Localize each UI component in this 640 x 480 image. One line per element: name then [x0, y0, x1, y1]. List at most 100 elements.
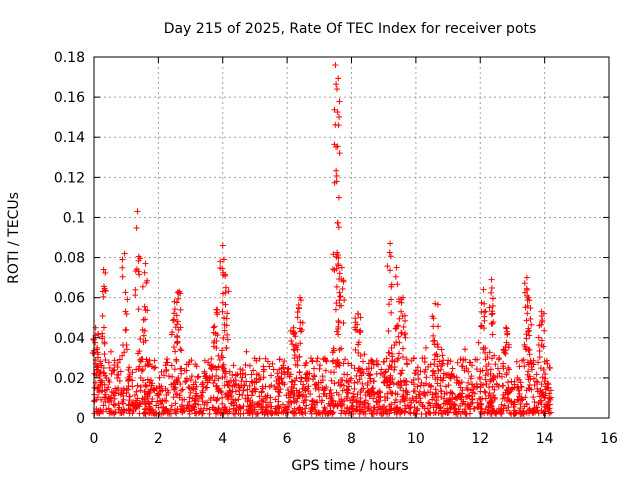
- data-point: [422, 344, 429, 351]
- data-point: [316, 365, 323, 372]
- data-point: [446, 395, 453, 402]
- data-point: [163, 368, 170, 375]
- data-point: [375, 394, 382, 401]
- data-point: [125, 375, 132, 382]
- data-point: [143, 356, 150, 363]
- y-tick-label: 0.14: [54, 130, 85, 146]
- data-point: [110, 401, 117, 408]
- data-point: [260, 374, 267, 381]
- data-point: [210, 380, 217, 387]
- data-point: [455, 408, 462, 415]
- data-point: [96, 410, 103, 417]
- data-point: [370, 361, 377, 368]
- data-point: [141, 389, 148, 396]
- data-point: [530, 394, 537, 401]
- data-point: [174, 379, 181, 386]
- data-point: [426, 400, 433, 407]
- data-point: [546, 410, 553, 417]
- data-point: [233, 406, 240, 413]
- data-point: [242, 371, 249, 378]
- data-point: [201, 401, 208, 408]
- data-point: [546, 390, 553, 397]
- data-point: [160, 372, 167, 379]
- data-point: [178, 365, 185, 372]
- data-point: [417, 368, 424, 375]
- data-point: [260, 396, 267, 403]
- data-point: [464, 402, 471, 409]
- data-point: [310, 365, 317, 372]
- data-point: [526, 405, 533, 412]
- data-point: [208, 355, 215, 362]
- data-point: [397, 370, 404, 377]
- data-point: [338, 377, 345, 384]
- data-point: [182, 379, 189, 386]
- data-point: [380, 358, 387, 365]
- data-point: [105, 384, 112, 391]
- data-point: [316, 409, 323, 416]
- x-tick-label: 2: [154, 431, 163, 447]
- data-points: [89, 62, 554, 417]
- data-point: [504, 379, 511, 386]
- data-point: [414, 364, 421, 371]
- y-tick-label: 0.12: [54, 170, 85, 186]
- data-point: [390, 380, 397, 387]
- data-point: [334, 359, 341, 366]
- data-point: [147, 406, 154, 413]
- data-point: [331, 369, 338, 376]
- data-point: [102, 398, 109, 405]
- data-point: [529, 366, 536, 373]
- data-point: [436, 405, 443, 412]
- data-point: [314, 355, 321, 362]
- data-point: [421, 355, 428, 362]
- data-point: [302, 410, 309, 417]
- data-point: [361, 399, 368, 406]
- data-point: [255, 400, 262, 407]
- data-point: [345, 360, 352, 367]
- data-point: [379, 371, 386, 378]
- data-point: [456, 380, 463, 387]
- data-point: [523, 409, 530, 416]
- data-point: [545, 407, 552, 414]
- data-point: [98, 396, 105, 403]
- data-point: [359, 358, 366, 365]
- y-axis-label: ROTI / TECUs: [6, 192, 22, 284]
- data-point: [230, 410, 237, 417]
- data-point: [344, 404, 351, 411]
- data-point: [179, 396, 186, 403]
- data-point: [485, 361, 492, 368]
- data-point: [288, 378, 295, 385]
- data-point: [506, 409, 513, 416]
- data-point: [474, 404, 481, 411]
- data-point: [235, 396, 242, 403]
- data-point: [351, 385, 358, 392]
- data-point: [496, 355, 503, 362]
- data-point: [437, 374, 444, 381]
- data-point: [511, 399, 518, 406]
- data-point: [453, 379, 460, 386]
- data-point: [251, 355, 258, 362]
- data-point: [433, 397, 440, 404]
- data-point: [427, 410, 434, 417]
- data-point: [322, 355, 329, 362]
- data-point: [239, 392, 246, 399]
- data-point: [447, 358, 454, 365]
- x-tick-label: 10: [407, 431, 425, 447]
- data-point: [269, 409, 276, 416]
- data-point: [285, 386, 292, 393]
- data-point: [236, 391, 243, 398]
- data-point: [545, 381, 552, 388]
- data-point: [116, 378, 123, 385]
- data-point: [399, 407, 406, 414]
- data-point: [131, 392, 138, 399]
- data-point: [358, 387, 365, 394]
- data-point: [526, 381, 533, 388]
- data-point: [511, 381, 518, 388]
- data-point: [424, 405, 431, 412]
- data-point: [403, 378, 410, 385]
- data-point: [276, 356, 283, 363]
- data-point: [489, 383, 496, 390]
- data-point: [219, 394, 226, 401]
- data-point: [178, 370, 185, 377]
- data-point: [382, 377, 389, 384]
- data-point: [290, 393, 297, 400]
